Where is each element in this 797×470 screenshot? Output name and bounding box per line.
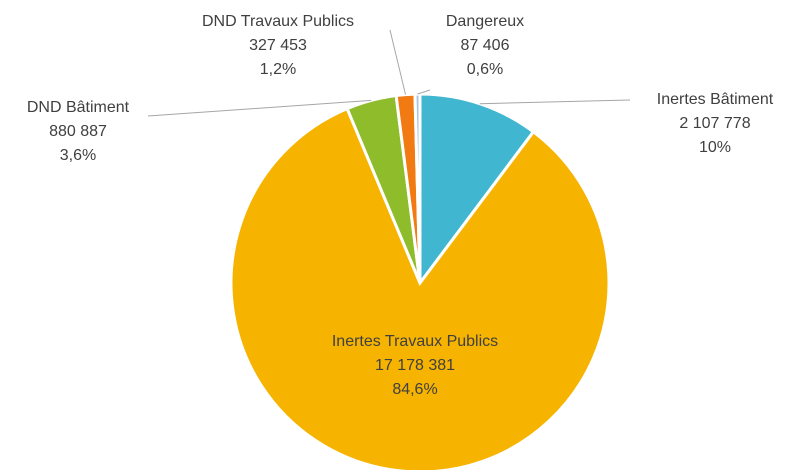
value-label: 17 178 381 <box>375 357 455 374</box>
value-label: 2 107 778 <box>679 115 750 132</box>
pie-slice <box>229 106 611 470</box>
slice-label: Dangereux <box>446 13 524 30</box>
value-label: 327 453 <box>249 37 307 54</box>
slice-label: DND Travaux Publics <box>202 13 354 30</box>
slice-label: Inertes Travaux Publics <box>332 333 498 350</box>
percentage-label: 3,6% <box>60 147 96 164</box>
pie-slice <box>413 92 422 284</box>
leader-line <box>389 29 407 95</box>
value-label: 87 406 <box>461 37 510 54</box>
leader-line <box>479 99 631 105</box>
slice-label: Inertes Bâtiment <box>657 91 774 108</box>
slice-label: DND Bâtiment <box>27 99 130 116</box>
percentage-label: 84,6% <box>392 381 437 398</box>
pie-slice <box>418 92 536 288</box>
percentage-label: 0,6% <box>467 61 503 78</box>
percentage-label: 1,2% <box>260 61 296 78</box>
leader-line <box>417 89 431 95</box>
value-label: 880 887 <box>49 123 107 140</box>
percentage-label: 10% <box>699 139 731 156</box>
leader-line <box>147 99 372 117</box>
